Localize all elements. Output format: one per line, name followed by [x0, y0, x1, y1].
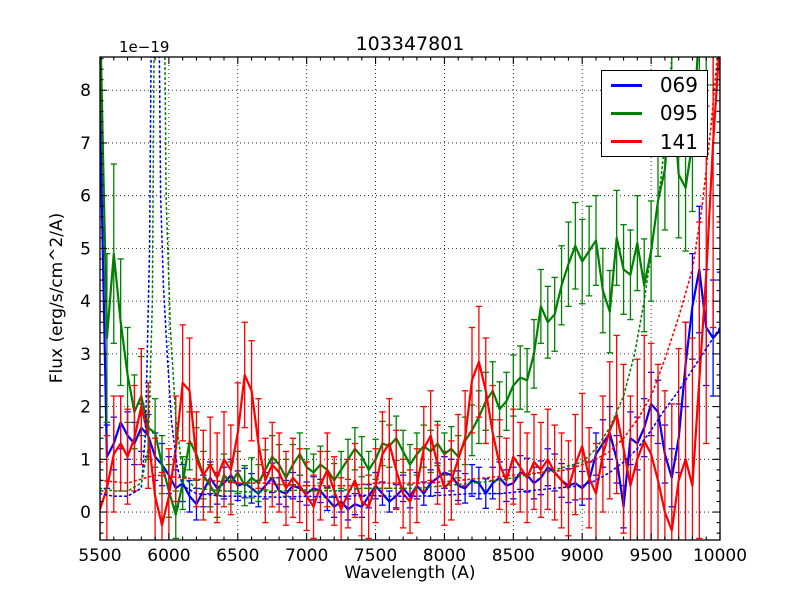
svg-text:7000: 7000: [285, 546, 328, 566]
svg-text:9000: 9000: [561, 546, 604, 566]
legend-item-141: 141: [602, 132, 707, 152]
svg-text:8000: 8000: [423, 546, 466, 566]
svg-text:8500: 8500: [492, 546, 535, 566]
legend: 069 095 141: [601, 70, 708, 157]
legend-label-141: 141: [659, 129, 698, 154]
legend-line-green-icon: [611, 111, 642, 115]
legend-line-red-icon: [611, 140, 642, 144]
legend-label-095: 095: [659, 101, 698, 126]
y-axis-label: Flux (erg/s/cm^2/A): [47, 212, 67, 384]
svg-text:2: 2: [80, 398, 91, 418]
svg-text:6500: 6500: [216, 546, 259, 566]
legend-line-blue-icon: [611, 83, 642, 87]
svg-text:8: 8: [80, 81, 91, 101]
plot-title: 103347801: [355, 33, 465, 55]
legend-label-069: 069: [659, 73, 698, 98]
svg-text:5: 5: [80, 239, 91, 259]
svg-text:6000: 6000: [147, 546, 190, 566]
svg-text:9500: 9500: [629, 546, 672, 566]
svg-text:4: 4: [80, 292, 91, 312]
svg-text:10000: 10000: [693, 546, 747, 566]
legend-item-069: 069: [602, 75, 707, 95]
legend-item-095: 095: [602, 103, 707, 123]
svg-text:1: 1: [80, 450, 91, 470]
svg-text:5500: 5500: [78, 546, 121, 566]
svg-text:7: 7: [80, 134, 91, 154]
svg-text:0: 0: [80, 503, 91, 523]
svg-text:7500: 7500: [354, 546, 397, 566]
x-axis-label: Wavelength (A): [344, 563, 476, 583]
y-axis-offset-label: 1e−19: [119, 38, 170, 56]
svg-text:3: 3: [80, 345, 91, 365]
svg-text:6: 6: [80, 187, 91, 207]
